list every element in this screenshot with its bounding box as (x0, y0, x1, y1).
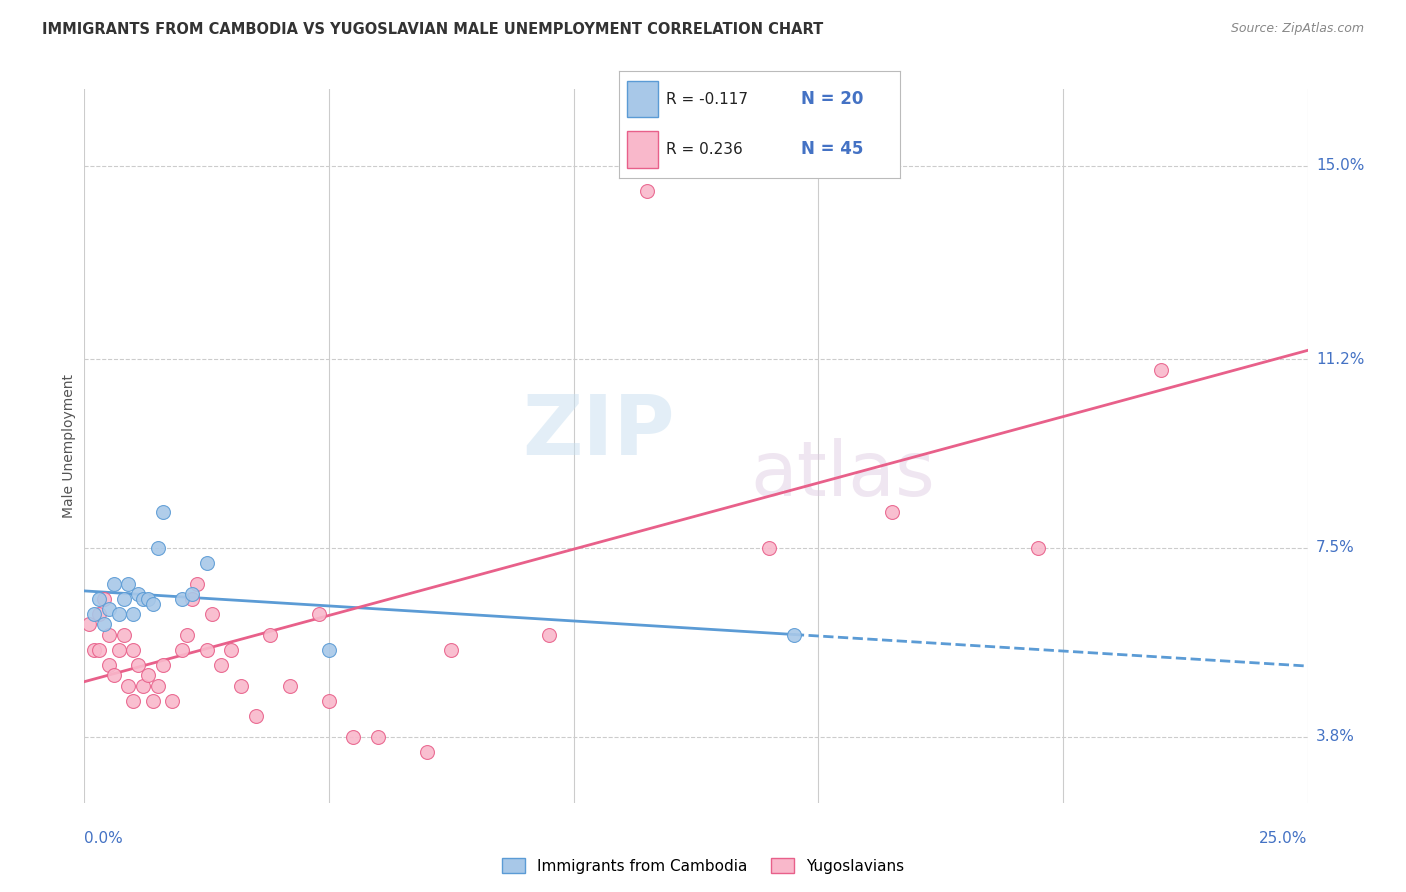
Point (318, 694, 340, 708)
Point (142, 694, 165, 708)
Point (93, 617, 115, 632)
Point (783, 627, 806, 641)
Text: R = 0.236: R = 0.236 (666, 142, 744, 157)
Text: R = -0.117: R = -0.117 (666, 92, 748, 107)
Point (142, 597, 165, 611)
Point (200, 607, 222, 622)
Point (127, 658, 149, 673)
Point (162, 694, 184, 708)
Point (136, 591, 159, 606)
Point (83, 643, 105, 657)
Point (132, 591, 155, 606)
Point (186, 576, 208, 591)
Point (416, 745, 439, 759)
Point (152, 505, 174, 519)
Point (146, 679, 169, 693)
Bar (627, 131, 658, 168)
Point (87, 591, 110, 606)
Point (308, 607, 330, 622)
Text: N = 20: N = 20 (801, 90, 863, 108)
Point (136, 668, 159, 682)
Point (93, 591, 115, 606)
Text: 25.0%: 25.0% (1260, 830, 1308, 846)
Point (97, 627, 120, 641)
Point (176, 627, 198, 641)
Point (103, 576, 125, 591)
Point (1028, 541, 1050, 555)
Point (209, 658, 232, 673)
Point (342, 730, 364, 744)
Point (87, 643, 110, 657)
Point (195, 556, 218, 570)
Point (259, 627, 281, 641)
Point (83, 607, 105, 622)
Point (229, 679, 252, 693)
Point (77, 617, 100, 632)
Text: 3.8%: 3.8% (1316, 729, 1355, 744)
Point (538, 627, 561, 641)
Point (97, 658, 120, 673)
Point (97, 602, 120, 616)
Point (440, 643, 463, 657)
Point (1150, 362, 1173, 376)
Point (112, 591, 135, 606)
Point (661, 148, 683, 162)
Text: atlas: atlas (751, 438, 935, 511)
Point (181, 591, 204, 606)
Point (219, 643, 242, 657)
Point (318, 643, 340, 657)
Text: 0.0%: 0.0% (84, 830, 124, 846)
Point (880, 505, 903, 519)
Text: N = 45: N = 45 (801, 141, 863, 159)
Legend: Immigrants from Cambodia, Yugoslavians: Immigrants from Cambodia, Yugoslavians (496, 852, 910, 880)
Point (117, 576, 139, 591)
Bar (627, 81, 658, 118)
Text: 7.5%: 7.5% (1316, 541, 1354, 556)
Text: ZIP: ZIP (522, 392, 675, 472)
Point (122, 643, 145, 657)
Point (195, 643, 218, 657)
Point (107, 643, 129, 657)
Point (127, 587, 149, 601)
Text: 11.2%: 11.2% (1316, 351, 1364, 367)
Point (122, 607, 145, 622)
Point (87, 607, 110, 622)
Point (146, 541, 169, 555)
Y-axis label: Male Unemployment: Male Unemployment (62, 374, 76, 518)
Point (758, 541, 780, 555)
Text: IMMIGRANTS FROM CAMBODIA VS YUGOSLAVIAN MALE UNEMPLOYMENT CORRELATION CHART: IMMIGRANTS FROM CAMBODIA VS YUGOSLAVIAN … (42, 22, 824, 37)
Point (172, 643, 194, 657)
Point (132, 679, 155, 693)
Point (278, 679, 301, 693)
Point (181, 587, 204, 601)
Point (367, 730, 389, 744)
Point (107, 607, 129, 622)
Point (245, 709, 267, 723)
Point (122, 694, 145, 708)
Point (152, 658, 174, 673)
Point (172, 591, 194, 606)
Point (117, 679, 139, 693)
Point (112, 627, 135, 641)
Text: 15.0%: 15.0% (1316, 158, 1364, 173)
Text: Source: ZipAtlas.com: Source: ZipAtlas.com (1230, 22, 1364, 36)
Point (636, 184, 658, 198)
Point (103, 668, 125, 682)
